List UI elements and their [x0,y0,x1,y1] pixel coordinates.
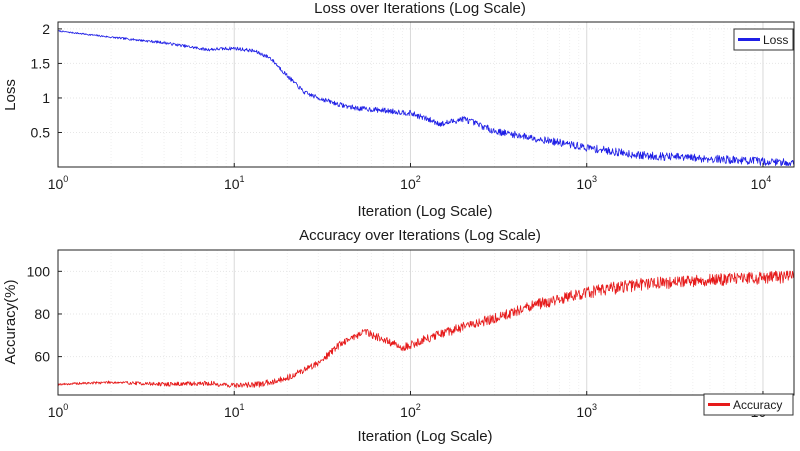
loss-x-tick-label: 102 [400,174,421,192]
loss-legend-box [733,28,794,51]
accuracy-y-tick-label: 100 [27,263,51,279]
accuracy-y-tick-label: 80 [34,306,50,322]
loss-legend-label: Loss [763,33,788,47]
loss-plot-frame [57,21,795,168]
accuracy-x-tick-label: 103 [576,402,597,420]
accuracy-legend-label: Accuracy [733,398,782,412]
loss-chart-title: Loss over Iterations (Log Scale) [314,0,526,17]
accuracy-plot-area [58,250,794,395]
loss-series-line [57,30,795,167]
accuracy-legend-box [703,393,794,416]
accuracy-x-axis-label: Iteration (Log Scale) [357,428,492,445]
loss-y-tick-label: 1.5 [31,55,51,71]
loss-legend: Loss [733,28,794,51]
loss-x-tick-label: 104 [751,174,772,192]
loss-y-axis-label: Loss [2,79,19,111]
accuracy-chart-title: Accuracy over Iterations (Log Scale) [299,227,541,244]
accuracy-plot-frame [57,249,795,396]
accuracy-x-tick-label: 101 [224,402,245,420]
accuracy-y-axis-label: Accuracy(%) [2,279,19,364]
accuracy-chart: Accuracy over Iterations (Log Scale) 100… [2,227,795,445]
loss-chart: Loss over Iterations (Log Scale) 100 101 1… [2,0,795,220]
accuracy-x-tick-label: 102 [400,402,421,420]
loss-x-axis-label: Iteration (Log Scale) [357,203,492,220]
loss-y-tick-label: 0.5 [31,124,51,140]
accuracy-x-tick-label: 100 [48,402,69,420]
loss-y-tick-label: 2 [42,21,50,37]
loss-x-tick-label: 103 [576,174,597,192]
accuracy-legend: Accuracy [703,393,794,416]
loss-x-tick-label: 101 [224,174,245,192]
accuracy-y-tick-label: 60 [34,349,50,365]
loss-x-tick-label: 100 [48,174,69,192]
loss-y-tick-label: 1 [42,90,50,106]
accuracy-series-line [57,270,795,389]
